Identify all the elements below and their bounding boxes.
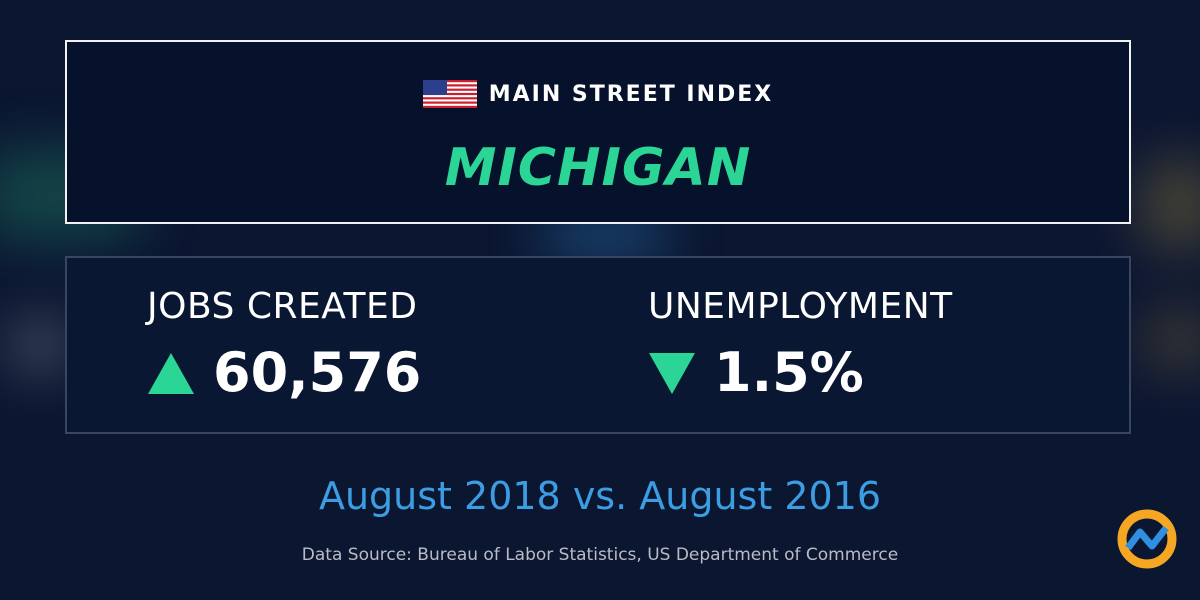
source: Data Source: Bureau of Labor Statistics,… [301,545,899,565]
header-card: MAIN STREET INDEX MICHIGAN [65,40,1131,224]
logo [1117,509,1177,569]
state-name: MICHIGAN [444,138,752,198]
down-arrow [649,352,695,394]
background-blur [10,320,70,370]
background-blur [1140,160,1200,250]
background-blur [1140,310,1200,370]
period: August 2018 vs. August 2016 [318,474,882,518]
us-flag [422,80,477,108]
title: MAIN STREET INDEX [488,81,774,107]
stat-value: 1.5% [714,341,864,404]
stat-label: JOBS CREATED [147,286,418,327]
stat: JOBS CREATED 60,576 [147,286,421,404]
stat: UNEMPLOYMENT 1.5% [648,286,953,404]
stat-value: 60,576 [213,341,422,404]
stats-card: JOBS CREATED 60,576 UNEMPLOYMENT 1.5% [65,256,1131,434]
title-row: MAIN STREET INDEX [67,80,1129,108]
stat-label: UNEMPLOYMENT [648,286,953,327]
up-arrow [148,352,194,394]
